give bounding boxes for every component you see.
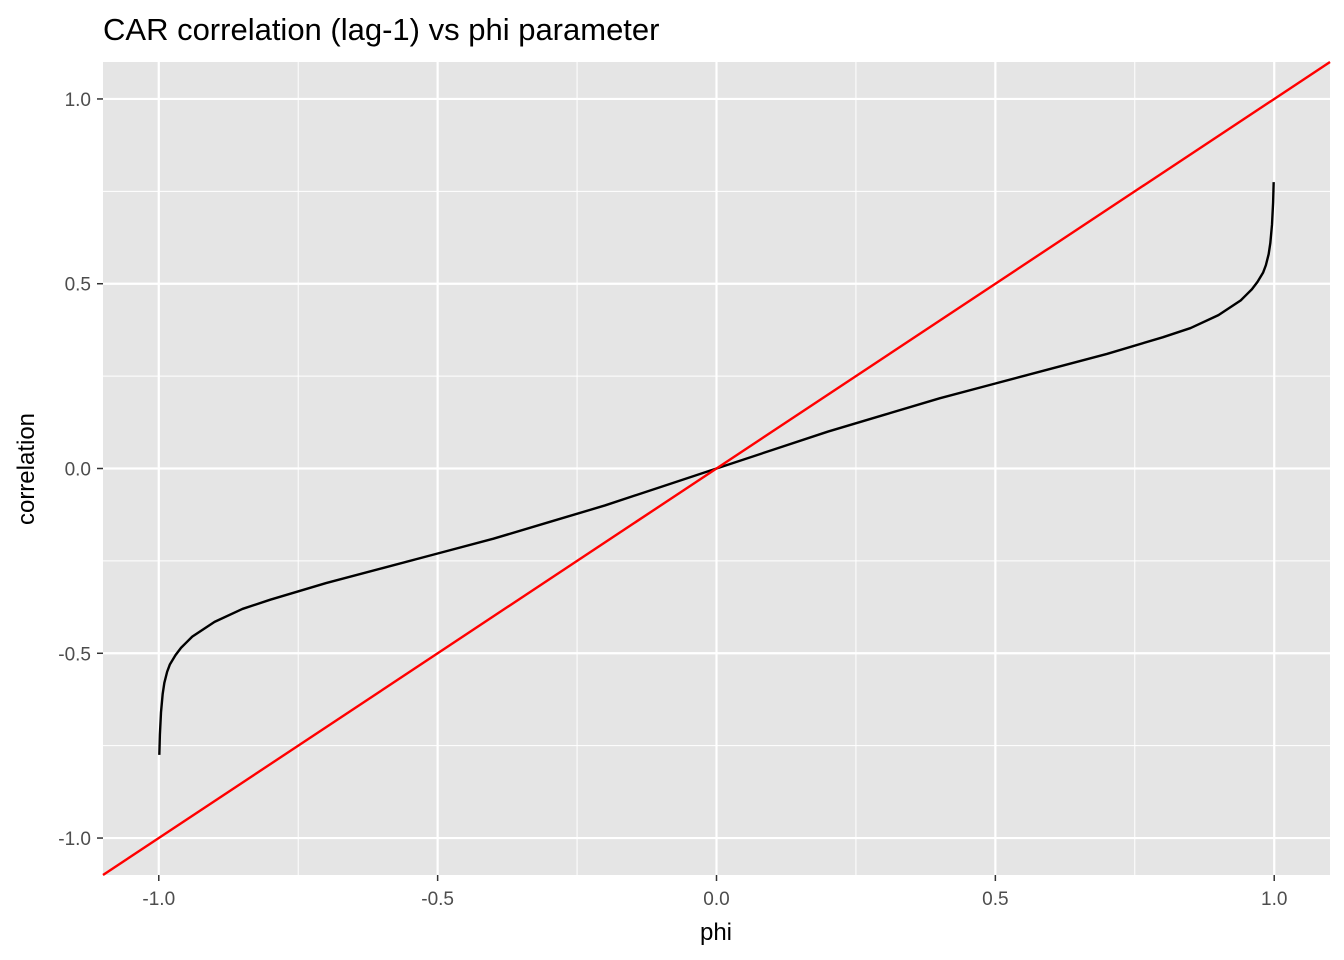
x-tick-label: -1.0 <box>142 889 175 910</box>
x-tick-label: 0.0 <box>703 889 729 910</box>
y-axis-title: correlation <box>13 413 40 525</box>
y-tick-label: 0.5 <box>65 275 91 296</box>
series-line-1 <box>102 60 1331 877</box>
x-tick-label: -0.5 <box>421 889 454 910</box>
x-axis: -1.0 -0.5 0.0 0.5 1.0 <box>142 875 1287 910</box>
y-tick-label: -1.0 <box>58 829 91 850</box>
y-tick-label: 0.0 <box>65 460 91 481</box>
y-tick-label: 1.0 <box>65 90 91 111</box>
x-axis-title: phi <box>700 919 732 946</box>
y-tick-label: -0.5 <box>58 644 91 665</box>
y-axis: -1.0 -0.5 0.0 0.5 1.0 <box>58 90 103 850</box>
chart-title: CAR correlation (lag-1) vs phi parameter <box>103 12 660 47</box>
series-layer <box>102 60 1331 877</box>
x-tick-label: 1.0 <box>1261 889 1287 910</box>
x-tick-label: 0.5 <box>982 889 1008 910</box>
